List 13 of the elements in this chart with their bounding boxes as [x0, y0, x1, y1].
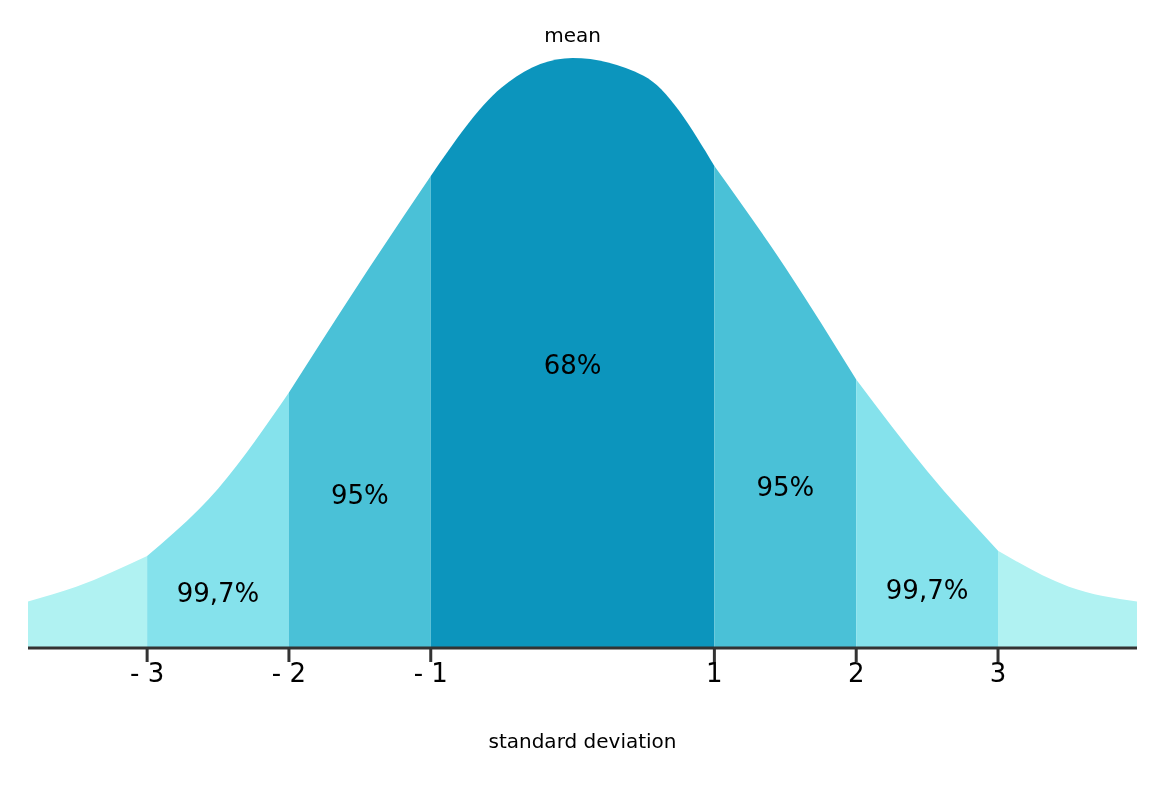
- annotation: mean: [544, 23, 601, 47]
- x-tick-label: 1: [706, 658, 723, 689]
- x-axis-title: standard deviation: [488, 729, 677, 753]
- x-tick-label: 3: [989, 658, 1007, 689]
- annotation: 99,7%: [885, 574, 969, 605]
- x-tick-label: - 3: [130, 658, 165, 689]
- x-tick-label: - 2: [271, 658, 307, 689]
- annotation: 95%: [330, 479, 389, 510]
- x-tick-label: - 1: [413, 658, 448, 689]
- x-tick-label: 2: [847, 658, 865, 689]
- annotation: 68%: [543, 350, 602, 381]
- annotation: 95%: [756, 472, 815, 503]
- annotation: 99,7%: [176, 578, 260, 609]
